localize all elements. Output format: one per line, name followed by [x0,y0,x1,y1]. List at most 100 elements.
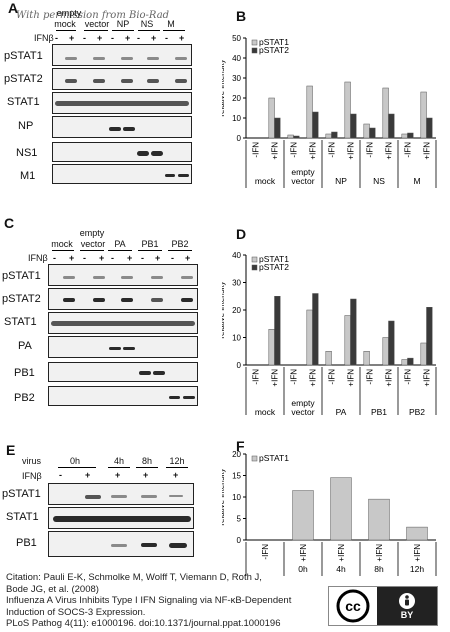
ifn-sign: + [125,33,131,43]
ifn-label: IFNβ [28,253,48,263]
citation-line: Citation: Pauli E-K, Schmolke M, Wolff T… [6,572,262,583]
by-label: BY [400,610,414,620]
ifn-sign: + [173,470,179,480]
band [183,396,195,399]
x-tick-label: -IFN [404,369,413,385]
lane-underline [138,30,160,31]
blot-strip-stat1 [48,507,194,529]
panel-e-letter: E [6,442,16,458]
x-tick-label: -IFN [290,142,299,158]
x-tick-label: +IFN [347,369,356,387]
cc-text: cc [345,598,361,614]
bar [325,133,332,139]
x-tick-label: +IFN [413,544,422,562]
ifn-sign: + [99,253,105,263]
x-tick-label: +IFN [385,369,394,387]
lane-underline [52,250,74,251]
bar [363,351,370,366]
band [151,276,163,279]
bar [363,123,370,139]
bar [407,132,414,139]
ifn-sign: + [151,33,157,43]
chart-b: 0 10 20 30 40 50 relative intensity -IFN +IFN -IF… [222,34,437,188]
y-tick-label: 10 [232,334,241,343]
y-tick-label: 10 [232,493,241,502]
band [65,79,77,83]
group-label: 4h [336,564,346,574]
bar [331,131,338,139]
bar [350,298,357,366]
x-tick-label: +IFN [347,142,356,160]
cc-by-badge[interactable]: cc BY [328,586,438,626]
group-label: PB2 [409,407,425,415]
band [111,544,127,547]
lane-underline [166,467,188,468]
bar [401,359,408,366]
panel-f-letter: F [236,438,245,454]
panel-d-letter: D [236,226,247,242]
ifn-sign: + [127,253,133,263]
panel-c-letter: C [4,215,15,231]
ifn-sign: + [179,33,185,43]
bar [426,307,433,366]
bar [382,87,389,139]
bar [401,133,408,139]
lane-underline [168,250,192,251]
group-label: PA [336,407,347,415]
bar [306,85,313,139]
band [55,101,189,106]
ifn-sign: - [171,253,174,263]
ifn-sign: + [185,253,191,263]
x-tick-label: +IFN [309,142,318,160]
band [121,276,133,279]
blot-strip-m1 [52,164,192,184]
by-section: BY [377,587,437,625]
bar [268,329,275,366]
band [53,516,191,522]
band [169,495,183,497]
citation-line: Induction of SOCS-3 Expression. [6,606,146,618]
lane-header-pa: PA [114,239,126,249]
ifn-sign: - [53,253,56,263]
lane-underline [58,467,96,468]
ifn-sign: - [141,253,144,263]
x-tick-label: -IFN [252,142,261,158]
time-label-4h: 4h [113,456,124,466]
ifn-sign: - [59,470,62,480]
band [93,276,105,279]
band [93,298,105,302]
bar [388,320,395,366]
bar [369,127,376,139]
band [169,396,180,399]
lane-header-pb1: PB1 [141,239,159,249]
ifn-sign: + [69,33,75,43]
y-tick-label: 0 [237,536,242,545]
x-tick-label: -IFN [328,142,337,158]
blot-strip-pstat1 [52,44,192,66]
blot-strip-pa [48,336,198,358]
band [93,79,105,83]
group-label: NS [373,176,385,186]
bar [274,296,281,366]
citation-line: PLoS Pathog 4(11): e1000196. doi:10.1371… [6,618,281,629]
lane-header-vector: vector [80,239,106,249]
time-label-12h: 12h [169,456,185,466]
band [121,79,133,83]
time-label-8h: 8h [141,456,152,466]
y-tick-label: 50 [232,34,241,43]
citation: Citation: Pauli E-K, Schmolke M, Wolff T… [6,572,326,630]
bar [368,498,390,541]
lane-underline [108,250,132,251]
band [121,57,133,60]
lane-header-empty-top: empty [79,228,105,238]
y-tick-label: 20 [232,94,241,103]
lane-header-mock: mock [54,19,76,29]
row-label-ns1: NS1 [16,147,38,159]
band [181,276,193,279]
blot-strip-pstat1 [48,264,198,286]
blot-strip-pb1 [48,362,198,382]
legend-label: pSTAT2 [259,45,289,55]
cc-icon: cc [336,589,370,623]
watermark: With permission from Bio-Rad [16,10,170,21]
ifn-sign: - [111,253,114,263]
